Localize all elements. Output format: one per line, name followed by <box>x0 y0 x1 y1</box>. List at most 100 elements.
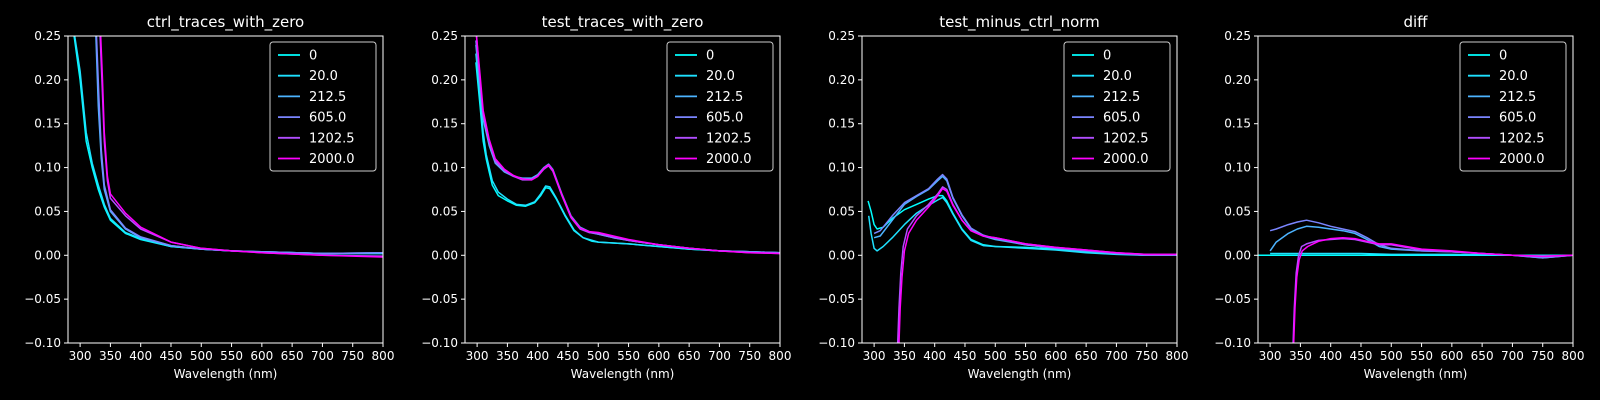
chart-panel-1: ctrl_traces_with_zero 300 350 400 450 500 550 6… <box>24 13 394 381</box>
legend-label: 0 <box>309 49 317 64</box>
y-tick-label: 0.15 <box>1224 117 1251 131</box>
chart-title: diff <box>1403 13 1428 31</box>
series-group <box>73 36 383 258</box>
x-tick-label: 650 <box>1471 349 1494 363</box>
x-tick-label: 750 <box>1135 349 1158 363</box>
series-line-605-0 <box>873 173 1177 257</box>
legend-label: 20.0 <box>1499 69 1528 84</box>
legend-label: 2000.0 <box>706 152 752 167</box>
x-tick-label: 700 <box>708 349 731 363</box>
plot-frame <box>1257 35 1574 344</box>
x-tick-label: 400 <box>526 349 549 363</box>
legend-label: 0 <box>1499 49 1507 64</box>
legend-label: 605.0 <box>706 111 743 126</box>
x-tick-label: 600 <box>1440 349 1463 363</box>
legend: 0 20.0 212.5 605.0 1202.5 2000.0 <box>666 41 774 172</box>
legend-label: 2000.0 <box>1103 152 1149 167</box>
chart-panel-2: test_traces_with_zero 300 350 400 450 500 550 6… <box>421 13 791 381</box>
chart-title: test_minus_ctrl_norm <box>939 13 1100 32</box>
x-tick-label: 500 <box>1380 349 1403 363</box>
chart-panel-3: test_minus_ctrl_norm 300 350 400 450 500 550 60… <box>818 13 1188 381</box>
chart-panel-4: diff 300 350 400 450 500 550 600 650 700 750 800 −0.… <box>1214 13 1584 381</box>
y-tick-label: −0.05 <box>421 292 458 306</box>
chart-title: test_traces_with_zero <box>542 13 704 32</box>
y-tick-label: 0.00 <box>431 248 458 262</box>
y-tick-label: −0.10 <box>24 336 61 350</box>
y-tick-label: 0.05 <box>431 204 458 218</box>
x-tick-label: 350 <box>496 349 519 363</box>
legend-label: 212.5 <box>1103 90 1140 105</box>
legend-label: 1202.5 <box>1499 131 1545 146</box>
x-tick-label: 800 <box>1166 349 1189 363</box>
x-tick-label: 800 <box>1562 349 1585 363</box>
y-tick-label: 0.05 <box>34 204 61 218</box>
x-tick-label: 400 <box>1319 349 1342 363</box>
y-tick-label: 0.25 <box>1224 29 1251 43</box>
y-tick-label: 0.10 <box>431 161 458 175</box>
x-axis-label: Wavelength (nm) <box>174 367 278 381</box>
y-tick-label: 0.25 <box>828 29 855 43</box>
legend-label: 1202.5 <box>309 131 355 146</box>
x-axis-label: Wavelength (nm) <box>968 367 1072 381</box>
legend-box <box>269 41 377 172</box>
y-tick-label: 0.05 <box>828 204 855 218</box>
x-tick-label: 550 <box>1410 349 1433 363</box>
x-tick-label: 650 <box>678 349 701 363</box>
series-line-605-0 <box>1269 219 1573 259</box>
x-tick-label: 650 <box>1075 349 1098 363</box>
series-line-2000-0 <box>99 36 383 258</box>
x-tick-label: 750 <box>341 349 364 363</box>
x-tick-label: 750 <box>1531 349 1554 363</box>
x-tick-label: 600 <box>250 349 273 363</box>
x-tick-label: 300 <box>863 349 886 363</box>
legend-label: 212.5 <box>309 90 346 105</box>
x-tick-label: 400 <box>923 349 946 363</box>
series-line-20-0 <box>867 196 1177 257</box>
y-tick-label: 0.00 <box>828 248 855 262</box>
legend-label: 605.0 <box>309 111 346 126</box>
legend-label: 212.5 <box>706 90 743 105</box>
series-group <box>867 173 1177 343</box>
x-tick-label: 700 <box>311 349 334 363</box>
x-tick-label: 650 <box>281 349 304 363</box>
legend-label: 1202.5 <box>706 131 752 146</box>
x-tick-label: 550 <box>1014 349 1037 363</box>
x-tick-label: 500 <box>984 349 1007 363</box>
series-line-605-0 <box>95 36 383 255</box>
y-tick-label: 0.00 <box>1224 248 1251 262</box>
series-line-20-0 <box>1270 252 1573 257</box>
x-tick-label: 600 <box>1044 349 1067 363</box>
y-tick-label: −0.05 <box>818 292 855 306</box>
series-group <box>1258 219 1573 343</box>
x-axis-label: Wavelength (nm) <box>571 367 675 381</box>
x-tick-label: 350 <box>99 349 122 363</box>
legend-box <box>1459 41 1567 172</box>
legend-label: 2000.0 <box>309 152 355 167</box>
y-tick-label: −0.05 <box>24 292 61 306</box>
series-line-1202-5 <box>896 186 1177 343</box>
legend-box <box>666 41 774 172</box>
y-tick-label: 0.20 <box>34 73 61 87</box>
chart-title: ctrl_traces_with_zero <box>147 13 304 32</box>
x-tick-label: 700 <box>1501 349 1524 363</box>
series-line-2000-0 <box>1292 236 1573 343</box>
x-tick-label: 450 <box>160 349 183 363</box>
legend-label: 20.0 <box>706 69 735 84</box>
series-line-0 <box>867 194 1177 257</box>
y-tick-label: −0.10 <box>818 336 855 350</box>
plot-frame <box>67 35 384 344</box>
y-tick-label: 0.15 <box>828 117 855 131</box>
y-tick-label: 0.15 <box>34 117 61 131</box>
legend-label: 605.0 <box>1103 111 1140 126</box>
y-tick-label: 0.10 <box>1224 161 1251 175</box>
legend-label: 212.5 <box>1499 90 1536 105</box>
x-tick-label: 750 <box>738 349 761 363</box>
legend: 0 20.0 212.5 605.0 1202.5 2000.0 <box>1063 41 1171 172</box>
legend-label: 0 <box>706 49 714 64</box>
x-axis-label: Wavelength (nm) <box>1364 367 1468 381</box>
legend-label: 1202.5 <box>1103 131 1149 146</box>
y-tick-label: 0.20 <box>1224 73 1251 87</box>
x-tick-label: 800 <box>769 349 792 363</box>
legend-box <box>1063 41 1171 172</box>
x-tick-label: 450 <box>1350 349 1373 363</box>
